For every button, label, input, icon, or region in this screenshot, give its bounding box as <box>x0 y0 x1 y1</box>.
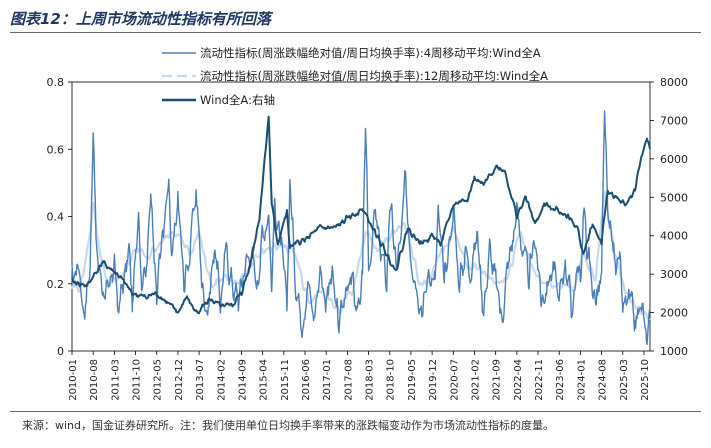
left-tick-label: 0.2 <box>47 278 65 291</box>
right-tick-label: 8000 <box>660 76 688 89</box>
x-tick-label: 2023-06 <box>555 359 566 401</box>
x-tick-label: 2021-02 <box>470 359 481 401</box>
x-tick-label: 2012-05 <box>153 359 164 401</box>
right-tick-label: 5000 <box>660 191 688 204</box>
plot-area <box>70 81 651 352</box>
x-tick-label: 2012-12 <box>174 359 185 401</box>
source-note: 来源：wind，国金证券研究所。注：我们使用单位日均换手率带来的涨跌幅变动作为市… <box>22 419 555 432</box>
series-ma12-line <box>70 190 651 321</box>
x-tick-label: 2024-01 <box>576 359 587 401</box>
right-tick-label: 4000 <box>660 230 688 243</box>
x-tick-label: 2020-07 <box>449 359 460 401</box>
legend-label: Wind全A:右轴 <box>200 93 275 107</box>
left-tick-label: 0 <box>57 345 64 358</box>
x-tick-label: 2013-07 <box>195 359 206 401</box>
x-tick-label: 2018-03 <box>365 359 376 401</box>
x-tick-label: 2014-02 <box>216 359 227 401</box>
x-tick-label: 2011-03 <box>110 359 121 401</box>
plot-frame <box>71 81 651 352</box>
right-tick-label: 7000 <box>660 114 688 127</box>
left-tick-label: 0.8 <box>47 76 65 89</box>
x-tick-label: 2016-06 <box>301 359 312 401</box>
x-tick-label: 2019-05 <box>407 359 418 401</box>
x-tick-label: 2015-04 <box>259 359 270 401</box>
liquidity-chart: 0 0.2 0.4 0.6 0.8 1000 2000 3000 4000 5000 6000 70… <box>47 46 689 401</box>
right-axis: 1000 2000 3000 4000 5000 6000 7000 8000 <box>650 76 688 358</box>
x-tick-label: 2025-10 <box>640 359 651 401</box>
x-tick-label: 2024-08 <box>598 359 609 401</box>
x-axis: 2010-01 2010-08 2011-03 2011-10 2012-05 2012-… <box>68 351 651 401</box>
title-rule <box>10 32 701 33</box>
x-tick-label: 2018-10 <box>386 359 397 401</box>
x-tick-label: 2015-11 <box>280 359 291 401</box>
x-tick-label: 2014-09 <box>237 359 248 401</box>
left-axis: 0 0.2 0.4 0.6 0.8 <box>47 76 72 358</box>
x-tick-label: 2010-08 <box>89 359 100 401</box>
source-rule <box>10 411 701 412</box>
chart-title: 图表12：上周市场流动性指标有所回落 <box>10 10 271 28</box>
legend-label: 流动性指标(周涨跌幅绝对值/周日均换手率):12周移动平均:Wind全A <box>200 69 548 83</box>
x-tick-label: 2022-11 <box>534 359 545 401</box>
right-tick-label: 2000 <box>660 307 688 320</box>
series-ma4-line <box>71 110 651 345</box>
right-tick-label: 3000 <box>660 268 688 281</box>
x-tick-label: 2025-03 <box>619 359 630 401</box>
left-tick-label: 0.4 <box>47 211 65 224</box>
legend-label: 流动性指标(周涨跌幅绝对值/周日均换手率):4周移动平均:Wind全A <box>200 46 541 60</box>
x-tick-label: 2021-09 <box>492 359 503 401</box>
right-tick-label: 1000 <box>660 345 688 358</box>
legend: 流动性指标(周涨跌幅绝对值/周日均换手率):4周移动平均:Wind全A 流动性指标… <box>162 46 548 107</box>
x-tick-label: 2011-10 <box>132 359 143 401</box>
x-tick-label: 2010-01 <box>68 359 79 401</box>
x-tick-label: 2019-12 <box>428 359 439 401</box>
left-tick-label: 0.6 <box>47 143 65 156</box>
series-wind-line <box>71 115 651 315</box>
x-tick-label: 2017-01 <box>322 359 333 401</box>
right-tick-label: 6000 <box>660 153 688 166</box>
x-tick-label: 2017-08 <box>343 359 354 401</box>
x-tick-label: 2022-04 <box>513 359 524 401</box>
